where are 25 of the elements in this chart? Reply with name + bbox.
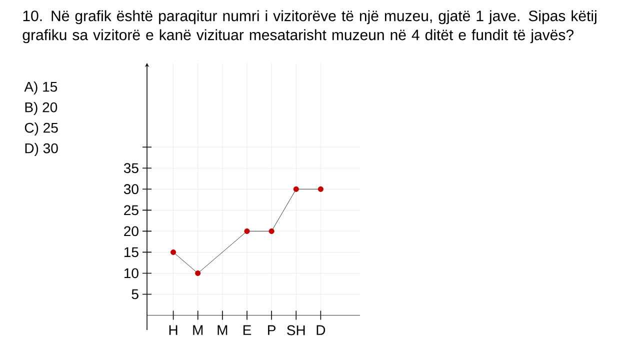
- text: A) 15: [24, 81, 58, 95]
- y-tick-label: 10: [124, 268, 138, 278]
- point: [268, 228, 274, 234]
- text: B) 20: [25, 102, 58, 116]
- point: [195, 270, 201, 276]
- text: D) 30: [25, 142, 58, 156]
- point: [244, 228, 250, 234]
- y-tick-label: 15: [124, 247, 138, 258]
- point: [318, 186, 324, 192]
- point: [293, 186, 299, 192]
- x-tick-label: D: [316, 325, 326, 335]
- y-tick-label: 5: [132, 289, 138, 300]
- point: [170, 249, 176, 256]
- text: C) 25: [24, 122, 58, 136]
- y-tick-label: 30: [124, 184, 138, 194]
- x-tick-label: M: [193, 325, 203, 335]
- x-tick-label: SH: [287, 325, 305, 336]
- y-tick-label: 35: [124, 163, 138, 174]
- y-tick-label: 20: [124, 226, 138, 236]
- x-tick-label: M: [218, 325, 228, 335]
- x-tick-label: H: [169, 325, 178, 335]
- x-tick-label: P: [268, 325, 276, 335]
- x-tick-label: E: [243, 325, 252, 335]
- y-tick-label: 25: [124, 205, 138, 216]
- chart-title: 10. Në grafik është paraqitur numri i vizitorëve të një muzeu, gjatë 1 jave. Sipas këtij grafiku sa vizitorë e kanë vizituar mesatarisht muzeun në 4 ditët e fundit të javës?: [22, 10, 596, 44]
